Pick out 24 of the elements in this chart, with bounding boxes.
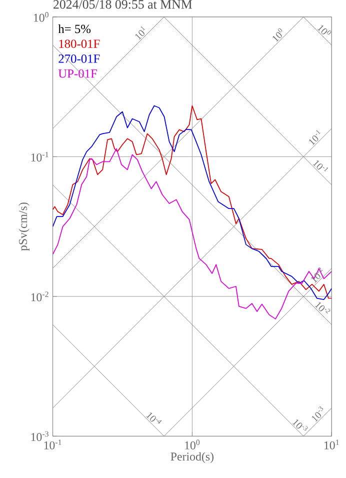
annotation: 10$^{-1}$ [312, 160, 328, 172]
annotation: 10$^{-3}$ [292, 419, 308, 431]
y-tick-label: 10$^{-1}$ [32, 152, 49, 162]
y-axis-title: pSv(cm/s) [18, 202, 30, 251]
annotation: 10$^{0}$ [318, 25, 332, 35]
annotation: 10$^{-3}$ [312, 406, 324, 422]
chart-title: 2024/05/18 09:55 at MNM [54, 0, 192, 9]
annotation: 10$^{0}$ [272, 28, 282, 42]
y-tick-label: 10$^{0}$ [34, 12, 49, 22]
annotation: h= 5% [58, 24, 91, 34]
text: 180-01F [59, 40, 100, 48]
x-axis-title: Period(s) [170, 452, 214, 464]
x-tick-label: 10$^{1}$ [324, 440, 340, 450]
annotation: 10$^{-1}$ [309, 130, 321, 146]
text: 270-01F [58, 54, 100, 63]
y-tick-label: 10$^{-3}$ [32, 431, 49, 442]
x-tick-label: 10$^{0}$ [185, 440, 200, 450]
annotation: 10$^{-2}$ [314, 302, 330, 314]
annotation: 10$^{-4}$ [146, 412, 162, 424]
x-tick-label: 10$^{-1}$ [44, 440, 62, 450]
text: UP-01F [58, 69, 98, 78]
annotation: 10$^{1}$ [136, 26, 146, 40]
y-tick-label: 10$^{-2}$ [32, 292, 49, 302]
annotation: 10$^{-2}$ [311, 268, 323, 283]
